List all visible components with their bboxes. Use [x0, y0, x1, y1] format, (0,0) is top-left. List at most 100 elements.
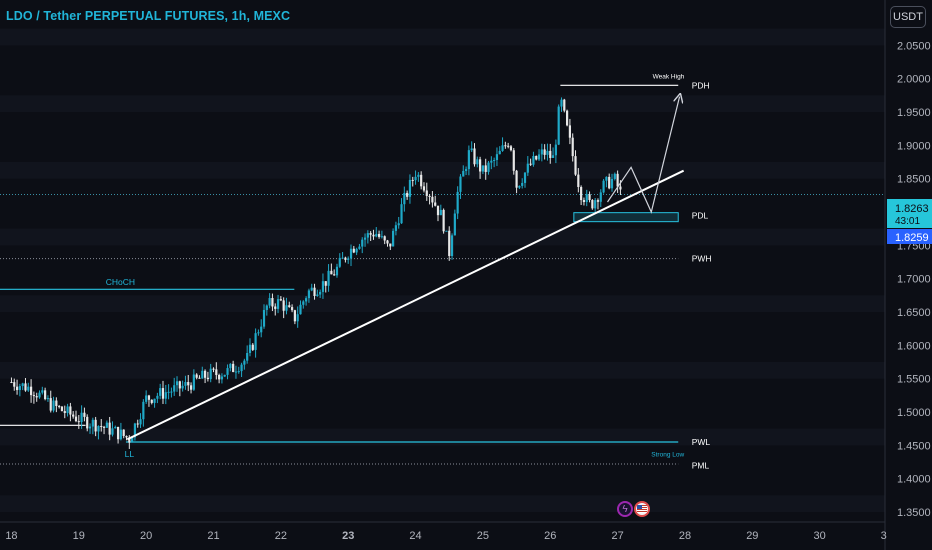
candle-body — [310, 287, 313, 291]
x-tick-label: 21 — [207, 530, 219, 542]
candle-body — [445, 230, 448, 232]
candle-body — [10, 382, 13, 383]
grid-band — [0, 162, 885, 179]
candle-body — [431, 196, 434, 203]
candle-body — [60, 406, 64, 412]
candle-body — [184, 382, 187, 386]
candle-body — [459, 176, 462, 192]
candle-body — [164, 392, 167, 399]
x-tick-label: 22 — [275, 530, 287, 542]
currency-button[interactable]: USDT — [890, 6, 926, 28]
candle-body — [147, 395, 151, 400]
candle-body — [234, 371, 238, 373]
candle-body — [422, 186, 426, 191]
candle-body — [69, 406, 72, 415]
candle-body — [560, 99, 563, 107]
candle-body — [369, 233, 372, 235]
countdown-timer: 43:01 — [895, 216, 920, 227]
candle-body — [243, 360, 246, 365]
candle-body — [189, 385, 193, 390]
candle-body — [223, 374, 226, 377]
candle-body — [470, 148, 473, 151]
candle-body — [192, 374, 195, 390]
lightning-icon[interactable]: ϟ — [617, 501, 633, 517]
candle-body — [32, 395, 36, 397]
candle-body — [178, 381, 181, 389]
candle-body — [293, 310, 296, 322]
candle-body — [153, 398, 156, 403]
candle-body — [549, 150, 552, 158]
pdl-label: PDL — [692, 210, 709, 220]
candle-body — [352, 248, 355, 253]
candle-body — [386, 240, 389, 244]
candle-body — [442, 209, 445, 232]
current-price-tag — [887, 199, 932, 228]
candle-body — [526, 163, 529, 173]
trendline — [126, 169, 685, 441]
candle-body — [77, 421, 80, 423]
candle-body — [274, 306, 277, 309]
candle-body — [27, 386, 30, 391]
candle-body — [408, 179, 412, 197]
candle-body — [136, 423, 139, 425]
candle-body — [498, 150, 501, 155]
candle-body — [232, 363, 235, 372]
candle-body — [268, 298, 271, 306]
candle-body — [585, 194, 588, 203]
candle-body — [212, 368, 215, 370]
candle-body — [537, 154, 541, 160]
candle-body — [21, 383, 24, 387]
candle-body — [187, 382, 190, 386]
candle-body — [383, 236, 386, 241]
candle-body — [97, 426, 100, 432]
candle-body — [108, 422, 111, 435]
candle-body — [532, 155, 535, 165]
x-tick-label: 24 — [409, 530, 421, 542]
candle-body — [262, 309, 266, 327]
ll-label: LL — [125, 449, 135, 459]
x-tick-label: 23 — [342, 530, 354, 542]
candle-body — [74, 416, 78, 422]
candle-body — [229, 363, 232, 369]
candle-body — [288, 305, 291, 308]
x-tick-label: 28 — [679, 530, 691, 542]
candle-body — [133, 423, 137, 438]
y-tick-label: 1.5000 — [897, 407, 931, 419]
candle-body — [316, 294, 319, 296]
candle-body — [173, 385, 176, 392]
candle-body — [605, 176, 608, 181]
candle-body — [333, 274, 336, 276]
candle-body — [613, 173, 616, 179]
candle-body — [72, 414, 75, 417]
candle-body — [341, 257, 344, 259]
candle-body — [535, 155, 538, 160]
candle-body — [467, 150, 470, 170]
x-tick-label: 20 — [140, 530, 152, 542]
candle-body — [493, 159, 496, 161]
candle-body — [41, 390, 44, 393]
candle-body — [363, 237, 367, 240]
candle-body — [473, 148, 476, 165]
candle-body — [55, 400, 58, 407]
candle-body — [456, 191, 459, 214]
candle-body — [439, 209, 442, 216]
candle-body — [554, 144, 557, 156]
candle-body — [119, 429, 122, 440]
candle-body — [15, 386, 19, 391]
candle-body — [436, 205, 440, 216]
candle-body — [453, 213, 456, 236]
candle-body — [80, 412, 83, 423]
candle-body — [91, 419, 94, 427]
candle-body — [49, 398, 52, 411]
candle-body — [571, 137, 574, 157]
x-tick-label: 27 — [611, 530, 623, 542]
candle-body — [557, 106, 560, 145]
candle-body — [411, 179, 414, 181]
candle-body — [240, 364, 243, 372]
us-flag-icon[interactable] — [634, 501, 650, 517]
candle-body — [86, 416, 89, 429]
candle-body — [46, 398, 50, 400]
candle-body — [128, 437, 131, 443]
candle-body — [203, 370, 207, 378]
